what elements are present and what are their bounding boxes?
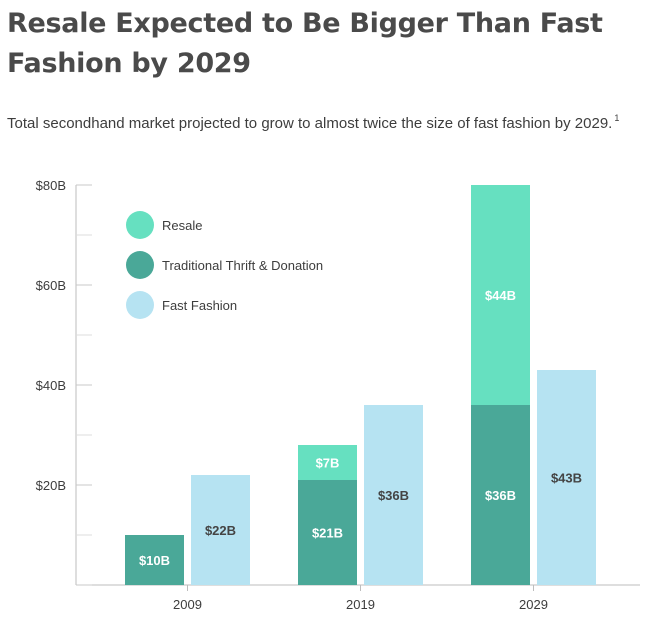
subtitle-text: Total secondhand market projected to gro… [7,115,613,132]
x-tick-label: 2029 [519,597,548,612]
bar-value-label: $10B [139,553,170,568]
chart-subtitle: Total secondhand market projected to gro… [7,108,657,134]
chart-title: Resale Expected to Be Bigger Than Fast F… [7,8,603,79]
bar-value-label: $21B [312,526,343,541]
x-tick-label: 2009 [173,597,202,612]
y-tick-label: $40B [36,378,66,393]
legend-label: Fast Fashion [162,298,237,313]
bar-value-label: $36B [378,488,409,503]
bar-value-label: $43B [551,471,582,486]
bar-segment [364,405,423,585]
bar-segment [471,405,530,585]
bar-segment [298,445,357,480]
y-tick-label: $60B [36,278,66,293]
footnote-marker: 1 [614,113,620,123]
legend-label: Traditional Thrift & Donation [162,258,323,273]
legend-label: Resale [162,218,202,233]
bar-segment [125,535,184,585]
bar-value-label: $44B [485,288,516,303]
y-tick-label: $20B [36,478,66,493]
bar-segment [298,480,357,585]
legend-swatch [126,291,154,319]
legend-swatch [126,251,154,279]
chart-bars: $10B $22B $21B $7B $36B $36B $44B $43B [125,185,596,585]
x-tick-label: 2019 [346,597,375,612]
bar-segment [471,185,530,405]
bar-value-label: $36B [485,488,516,503]
bar-value-label: $7B [316,456,340,471]
legend-swatch [126,211,154,239]
chart-legend: Resale Traditional Thrift & Donation Fast … [126,211,323,319]
bar-value-label: $22B [205,523,236,538]
y-tick-label: $80B [36,178,66,193]
bar-segment [191,475,250,585]
bar-segment [537,370,596,585]
